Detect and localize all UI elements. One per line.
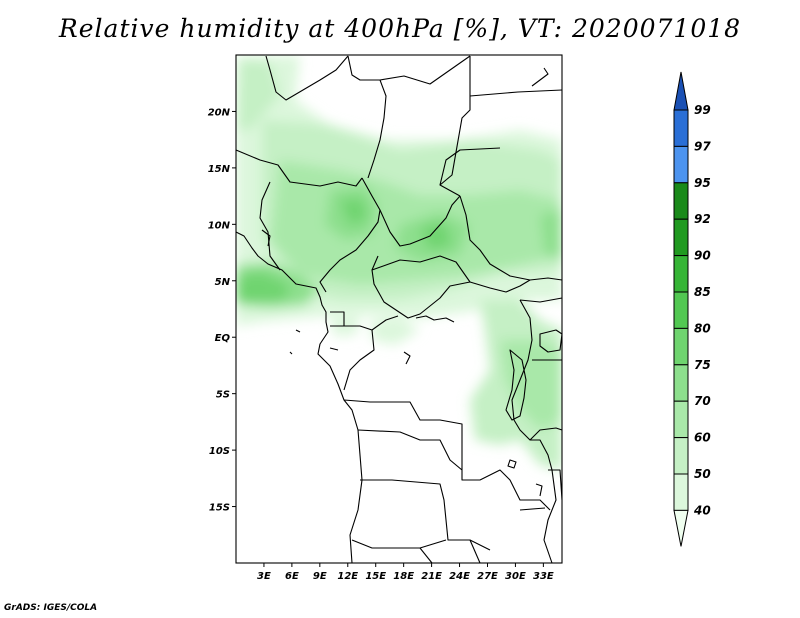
- lon-tick-label: 33E: [533, 571, 554, 582]
- lon-tick-label: 6E: [285, 571, 299, 582]
- lat-tick-label: EQ: [215, 333, 231, 344]
- lon-tick-label: 15E: [365, 571, 386, 582]
- lat-tick-label: 15N: [208, 164, 231, 175]
- colorbar-swatch: [673, 109, 689, 147]
- lat-tick-label: 10N: [208, 220, 231, 231]
- colorbar-legend: 99 97 95 92 90 85 80 75 70 60 50 40: [673, 71, 711, 547]
- lon-tick-label: 27E: [477, 571, 498, 582]
- colorbar-swatch: [673, 400, 689, 439]
- colorbar-swatch: [673, 145, 689, 184]
- colorbar-label: 80: [694, 321, 711, 335]
- colorbar-swatch: [673, 437, 689, 475]
- coastlines-borders: [235, 55, 563, 564]
- lon-tick-label: 12E: [337, 571, 358, 582]
- credit-label: GrADS: IGES/COLA: [4, 603, 98, 613]
- lat-tick-label: 15S: [209, 503, 230, 514]
- lat-tick-label: 20N: [208, 107, 231, 118]
- colorbar-label: 95: [694, 176, 711, 190]
- lat-tick-label: 10S: [209, 446, 230, 457]
- lon-tick-label: 18E: [393, 571, 414, 582]
- colorbar-label: 90: [694, 249, 711, 263]
- colorbar-swatch: [673, 255, 689, 293]
- colorbar-top-arrow: [673, 71, 689, 111]
- lon-tick-label: 30E: [505, 571, 526, 582]
- colorbar-label: 75: [694, 358, 711, 372]
- lon-tick-label: 3E: [257, 571, 271, 582]
- latitude-axis: 20N 15N 10N 5N EQ 5S 10S 15S: [208, 107, 236, 514]
- colorbar-swatch: [673, 182, 689, 220]
- colorbar-swatch: [673, 218, 689, 257]
- lon-tick-label: 9E: [313, 571, 327, 582]
- colorbar-swatch: [673, 291, 689, 329]
- map-title: Relative humidity at 400hPa [%], VT: 202…: [58, 14, 742, 43]
- colorbar-label: 50: [694, 467, 711, 481]
- colorbar-swatch: [673, 473, 689, 511]
- colorbar-label: 99: [694, 103, 711, 117]
- lat-tick-label: 5N: [215, 277, 231, 288]
- plot-frame: [235, 54, 563, 564]
- colorbar-bottom-arrow: [673, 509, 689, 547]
- lon-tick-label: 24E: [449, 571, 470, 582]
- colorbar-label: 70: [694, 394, 711, 408]
- colorbar-label: 85: [694, 285, 711, 299]
- lon-tick-label: 21E: [421, 571, 442, 582]
- lat-tick-label: 5S: [216, 390, 230, 401]
- colorbar-label: 40: [693, 503, 711, 517]
- colorbar-label: 92: [694, 212, 711, 226]
- colorbar-label: 97: [694, 139, 711, 153]
- colorbar-swatch: [673, 327, 689, 366]
- colorbar-swatch: [673, 364, 689, 402]
- colorbar-label: 60: [694, 431, 711, 445]
- longitude-axis: 3E 6E 9E 12E 15E 18E 21E 24E 27E 30E 33E: [257, 563, 554, 582]
- humidity-shading: [236, 56, 562, 470]
